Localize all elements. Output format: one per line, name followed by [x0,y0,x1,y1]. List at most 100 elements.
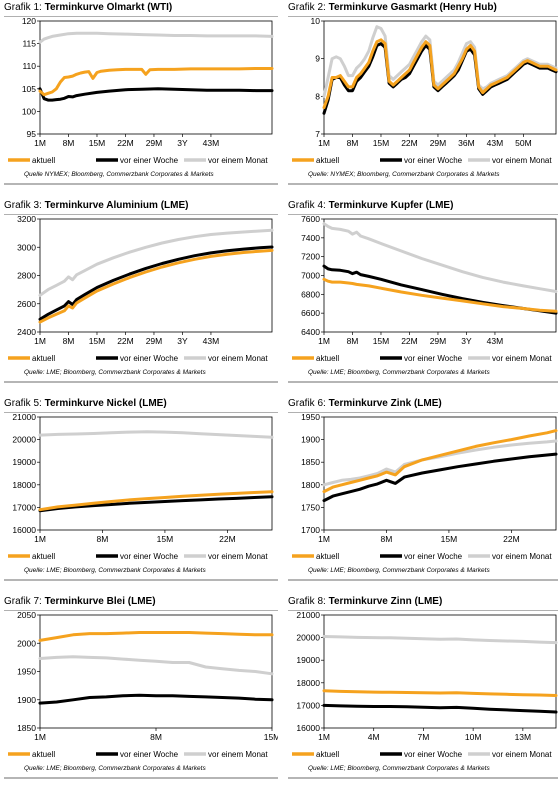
chart-6-title-prefix: Grafik 6: [288,398,326,409]
chart-5-svg: 16000 17000 18000 19000 20000 21000 1M 8M 15M 22M… [8,413,274,561]
chart-1-legend-woche-label: vor einer Woche [120,156,179,165]
chart-1-xtick-label: 22M [117,138,134,148]
chart-6-xtick-label: 15M [441,534,458,544]
chart-1-xtick-label: 3Y [177,138,188,148]
chart-2-series-aktuell-line [322,38,558,110]
chart-3-ytick-label: 2800 [17,271,36,281]
chart-8-xtick-label: 7M [418,732,430,742]
chart-2-legend-woche-label: vor einer Woche [404,156,463,165]
chart-2-title-text: Terminkurve Gasmarkt (Henry Hub) [328,2,497,13]
chart-8-legend-woche-label: vor einer Woche [404,750,463,759]
chart-6-series-monat-line [322,439,558,487]
chart-6-plot-frame [323,416,557,531]
chart-8-title-prefix: Grafik 8: [288,596,326,607]
chart-7-xtick-label: 1M [34,732,46,742]
chart-4-xtick-label: 29M [430,336,447,346]
chart-6-xtick-label: 22M [503,534,520,544]
chart-5-xtick-label: 15M [157,534,174,544]
chart-3-bottom-rule [4,381,278,383]
chart-6-ytick-label: 1700 [301,525,320,535]
chart-2-xtick-label: 22M [401,138,418,148]
chart-5-xtick-label: 1M [34,534,46,544]
chart-3-xtick-label: 43M [203,336,220,346]
chart-2-title-prefix: Grafik 2: [288,2,326,13]
chart-4-ytick-label: 7200 [301,252,320,262]
chart-1-bottom-rule [4,183,278,185]
chart-7-ytick-label: 1850 [17,723,36,733]
chart-2-xtick-label: 50M [515,138,532,148]
chart-1-title-prefix: Grafik 1: [4,2,42,13]
chart-6-series-aktuell-line [322,429,558,494]
chart-2-ytick-label: 9 [315,54,320,64]
chart-4-svg: 6400 6600 6800 7000 7200 7400 7600 1M 8M 15M 22M 29… [292,215,558,363]
chart-4-ytick-label: 6400 [301,327,320,337]
chart-3-xtick-label: 1M [34,336,46,346]
chart-8-xtick-label: 1M [318,732,330,742]
chart-4-ytick-label: 7600 [301,215,320,224]
chart-5-plot-frame [39,416,273,531]
chart-1-legend-monat-label: vor einem Monat [208,156,268,165]
chart-7-bottom-rule [4,777,278,779]
chart-4-ytick-label: 7000 [301,271,320,281]
chart-2-xtick-label: 43M [487,138,504,148]
chart-6-title-text: Terminkurve Zink (LME) [328,398,442,409]
chart-5-ytick-label: 20000 [12,435,36,445]
chart-5-legend-woche-label: vor einer Woche [120,552,179,561]
chart-4-source: Quelle: LME; Bloomberg, Commerzbank Corp… [308,369,490,376]
chart-4-xtick-label: 8M [347,336,359,346]
chart-6-svg: 1700 1750 1800 1850 1900 1950 1M 8M 15M 22M aktuel… [292,413,558,561]
chart-7-xtick-label: 8M [150,732,162,742]
chart-8-ytick-label: 20000 [296,633,320,643]
chart-7-legend-aktuell-label: aktuell [32,750,55,759]
chart-5-ytick-label: 17000 [12,502,36,512]
chart-6-ytick-label: 1950 [301,413,320,422]
chart-2-series-woche-line [322,42,558,115]
chart-5-series-monat-line [38,430,274,439]
chart-1-series-woche-line [38,87,274,102]
chart-8-plot-frame [323,614,557,729]
chart-6-legend-monat-label: vor einem Monat [492,552,552,561]
chart-5-legend-monat-label: vor einem Monat [208,552,268,561]
chart-1-svg: 95 100 105 110 115 120 1M 8M 15M 22M 29M 3Y 43M aktue… [8,17,274,165]
chart-8-ytick-label: 18000 [296,678,320,688]
chart-7-series-aktuell-line [38,631,274,642]
chart-8-ytick-label: 17000 [296,700,320,710]
chart-4-xtick-label: 1M [318,336,330,346]
chart-3-legend-monat-label: vor einem Monat [208,354,268,363]
chart-6-xtick-label: 1M [318,534,330,544]
chart-4-legend-monat-label: vor einem Monat [492,354,552,363]
chart-1-ytick-label: 95 [27,129,37,139]
chart-6-ytick-label: 1750 [301,502,320,512]
chart-4-title: Grafik 4: Terminkurve Kupfer (LME) [288,200,558,215]
chart-8-ytick-label: 16000 [296,723,320,733]
chart-1-xtick-label: 43M [203,138,220,148]
chart-2-plot-frame [323,20,557,135]
chart-3-ytick-label: 3000 [17,242,36,252]
chart-3-series-monat-line [38,228,274,297]
chart-7-ytick-label: 1950 [17,667,36,677]
chart-4-title-text: Terminkurve Kupfer (LME) [328,200,454,211]
chart-5-title-text: Terminkurve Nickel (LME) [44,398,167,409]
chart-2-svg: 7 8 9 10 1M 8M 15M 22M 29M 36M 43M 50M aktuell vor ei… [292,17,558,165]
chart-3-xtick-label: 29M [146,336,163,346]
chart-2-ytick-label: 10 [311,17,321,26]
chart-3-ytick-label: 3200 [17,215,36,224]
chart-3-title-text: Terminkurve Aluminium (LME) [44,200,189,211]
chart-6-xtick-label: 8M [381,534,393,544]
chart-7-title-prefix: Grafik 7: [4,596,42,607]
chart-panel-3: Grafik 3: Terminkurve Aluminium (LME) 240… [4,200,278,393]
chart-8-xtick-label: 13M [515,732,532,742]
chart-3-legend-woche-label: vor einer Woche [120,354,179,363]
chart-8-bottom-rule [288,777,558,779]
chart-6-ytick-label: 1900 [301,435,320,445]
chart-4-legend-aktuell-label: aktuell [316,354,339,363]
chart-panel-8: Grafik 8: Terminkurve Zinn (LME) 16000 170… [288,596,558,789]
chart-6-ytick-label: 1850 [301,457,320,467]
chart-3-title-prefix: Grafik 3: [4,200,42,211]
chart-8-title-text: Terminkurve Zinn (LME) [328,596,443,607]
chart-6-title: Grafik 6: Terminkurve Zink (LME) [288,398,558,413]
chart-1-ytick-label: 120 [22,17,36,26]
chart-2-legend-aktuell-label: aktuell [316,156,339,165]
chart-8-legend-monat-label: vor einem Monat [492,750,552,759]
chart-5-ytick-label: 18000 [12,480,36,490]
